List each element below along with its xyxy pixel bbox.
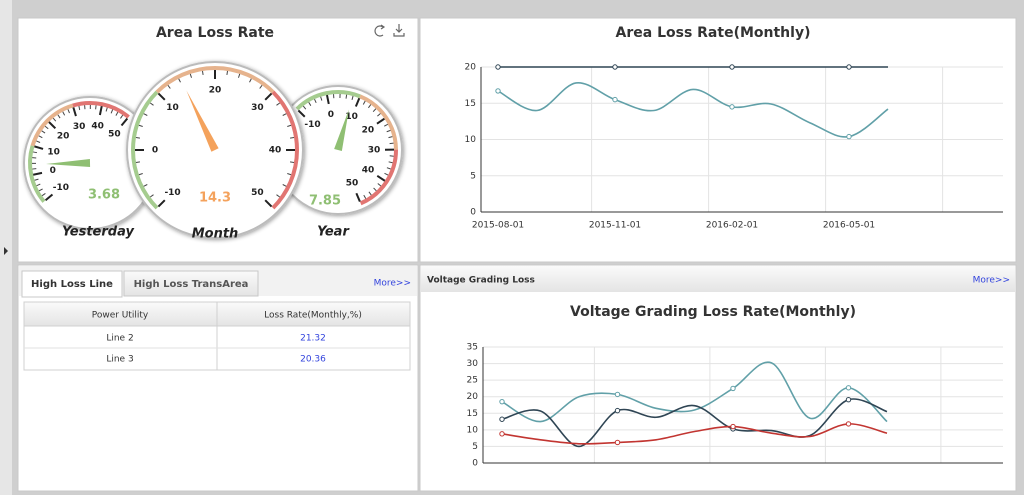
gauge-tick-label: 0 (328, 110, 334, 120)
series-point (613, 65, 617, 69)
y-tick-label: 15 (467, 409, 478, 419)
more-link[interactable]: More>> (973, 276, 1010, 286)
chart-title: Voltage Grading Loss Rate(Monthly) (570, 304, 856, 320)
gauge-tick-label: 50 (108, 129, 121, 139)
x-tick-label: 2015-08-01 (472, 221, 524, 231)
gauge-minor-tick (227, 71, 228, 75)
gauge-minor-tick (290, 137, 294, 138)
table-header-cell: Power Utility (92, 311, 149, 321)
gauge-value: 7.85 (309, 194, 341, 209)
gauge-value: 14.3 (199, 191, 231, 206)
series-point (730, 105, 734, 109)
gauge-tick-label: 20 (209, 86, 222, 96)
y-tick-label: 20 (465, 63, 477, 73)
gauge-tick-label: 30 (73, 122, 86, 132)
gauge-minor-tick (136, 137, 140, 138)
gauge-tick-label: 20 (57, 132, 70, 142)
gauge-tick-label: 40 (91, 121, 104, 131)
series-point (496, 65, 500, 69)
gauge-tick-label: -10 (53, 183, 69, 193)
y-tick-label: 15 (465, 99, 476, 109)
y-tick-label: 30 (467, 359, 479, 369)
gauge-tick-label: -10 (304, 120, 320, 130)
series-point (846, 386, 850, 390)
series-point (500, 417, 504, 421)
gauge-tick-label: 30 (368, 145, 381, 155)
series-point (731, 424, 735, 428)
x-tick-label: 2016-02-01 (706, 221, 758, 231)
gauge-minor-tick (290, 162, 294, 163)
gauge-tick-label: 30 (251, 103, 264, 113)
panel-voltage (420, 265, 1016, 491)
y-tick-label: 10 (465, 135, 477, 145)
series-point (846, 397, 850, 401)
y-tick-label: 10 (467, 425, 479, 435)
table-cell[interactable]: 21.32 (300, 334, 326, 344)
gauge-tick-label: -10 (164, 188, 180, 198)
series-point (615, 392, 619, 396)
y-tick-label: 5 (472, 442, 478, 452)
table-cell[interactable]: 20.36 (300, 355, 326, 365)
series-point (730, 65, 734, 69)
series-point (615, 408, 619, 412)
y-tick-label: 20 (467, 392, 479, 402)
tab-label[interactable]: High Loss TransArea (134, 279, 249, 290)
gauge-tick-label: 50 (251, 188, 264, 198)
series-point (500, 432, 504, 436)
side-strip (0, 0, 12, 495)
gauge-tick-label: 0 (152, 146, 158, 156)
gauge-tick-label: 10 (47, 148, 60, 158)
series-point (496, 89, 500, 93)
gauge-title: Area Loss Rate (156, 25, 274, 41)
gauge-value: 3.68 (88, 188, 120, 203)
panel-table (18, 265, 418, 491)
gauge-tick-label: 40 (269, 146, 282, 156)
gauge-tick-label: 50 (346, 179, 359, 189)
gauge-tick-label: 20 (362, 125, 375, 135)
gauge-tick-label: 0 (50, 166, 56, 176)
gauge-tick-label: 10 (166, 103, 179, 113)
y-tick-label: 0 (472, 459, 478, 469)
y-tick-label: 5 (470, 171, 476, 181)
tab-label[interactable]: High Loss Line (31, 279, 113, 290)
series-point (846, 422, 850, 426)
gauge-minor-tick (202, 71, 203, 75)
x-tick-label: 2015-11-01 (589, 221, 641, 231)
series-point (613, 97, 617, 101)
y-tick-label: 0 (470, 208, 476, 218)
x-tick-label: 2016-05-01 (823, 221, 875, 231)
y-tick-label: 25 (467, 376, 478, 386)
gauge-minor-tick (346, 95, 347, 99)
gauge-tick-label: 40 (362, 165, 375, 175)
series-point (847, 134, 851, 138)
y-tick-label: 35 (467, 343, 478, 353)
gauge-label: Yesterday (62, 225, 134, 240)
series-point (615, 440, 619, 444)
gauge-minor-tick (136, 162, 140, 163)
chart-title: Area Loss Rate(Monthly) (616, 25, 811, 41)
table-header-cell: Loss Rate(Monthly,%) (264, 311, 362, 321)
panel-header-title: Voltage Grading Loss (427, 276, 535, 286)
gauge-label: Year (317, 225, 350, 240)
gauge-label: Month (192, 227, 239, 242)
more-link[interactable]: More>> (374, 279, 411, 289)
series-point (847, 65, 851, 69)
table-cell: Line 2 (106, 334, 133, 344)
series-point (731, 386, 735, 390)
series-point (500, 399, 504, 403)
table-cell: Line 3 (106, 355, 133, 365)
